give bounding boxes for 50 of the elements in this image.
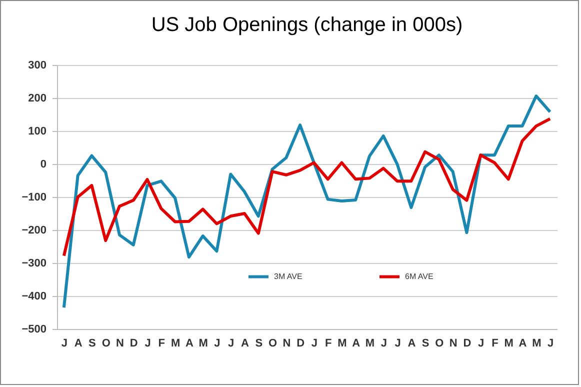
x-tick-label: A [185, 338, 194, 350]
x-tick-label: J [394, 338, 401, 350]
x-tick-label: O [102, 338, 111, 350]
x-tick-label: F [158, 338, 166, 350]
x-tick-label: J [228, 338, 234, 350]
x-tick-label: D [130, 338, 138, 350]
x-tick-label: J [214, 338, 220, 350]
x-tick-label: J [311, 338, 318, 350]
y-tick-label: 0 [40, 158, 46, 170]
x-tick-label: S [88, 338, 96, 350]
y-tick-label: 300 [28, 60, 46, 72]
x-tick-label: M [504, 338, 514, 350]
x-tick-label: A [74, 338, 82, 350]
x-tick-label: D [296, 338, 305, 350]
x-tick-label: A [352, 338, 360, 350]
y-tick-label: −500 [22, 324, 46, 336]
x-tick-label: M [198, 338, 208, 350]
x-tick-label: J [478, 338, 484, 350]
x-tick-label: M [338, 338, 347, 350]
x-tick-label: F [324, 338, 332, 350]
x-tick-label: M [532, 338, 542, 350]
x-tick-label: S [255, 338, 263, 350]
x-tick-label: A [241, 338, 250, 350]
x-tick-label: F [492, 338, 499, 350]
x-tick-label: M [170, 338, 180, 350]
y-tick-label: −400 [22, 290, 46, 302]
y-tick-label: −200 [22, 224, 46, 236]
x-tick-label: M [365, 338, 375, 350]
x-tick-label: J [380, 338, 387, 350]
x-tick-label: J [61, 338, 68, 350]
x-tick-label: J [144, 338, 151, 350]
line-series [62, 117, 552, 258]
line-series [62, 94, 552, 310]
y-tick-label: 100 [28, 126, 46, 138]
x-tick-label: A [408, 338, 416, 350]
x-tick-label: N [282, 338, 291, 350]
x-tick-label: A [518, 338, 527, 350]
x-tick-label: O [268, 338, 278, 350]
x-tick-label: J [547, 338, 554, 350]
legend-label: 3M AVE [274, 272, 302, 281]
x-tick-label: D [463, 338, 472, 350]
x-tick-label: N [116, 338, 124, 350]
y-tick-label: −100 [22, 192, 46, 204]
x-tick-label: O [435, 338, 444, 350]
x-tick-label: S [422, 338, 430, 350]
chart-title: US Job Openings (change in 000s) [151, 14, 463, 36]
x-tick-label: N [449, 338, 458, 350]
y-tick-label: −300 [22, 258, 46, 270]
legend-label: 6M AVE [405, 272, 434, 281]
y-tick-label: 200 [28, 92, 46, 104]
